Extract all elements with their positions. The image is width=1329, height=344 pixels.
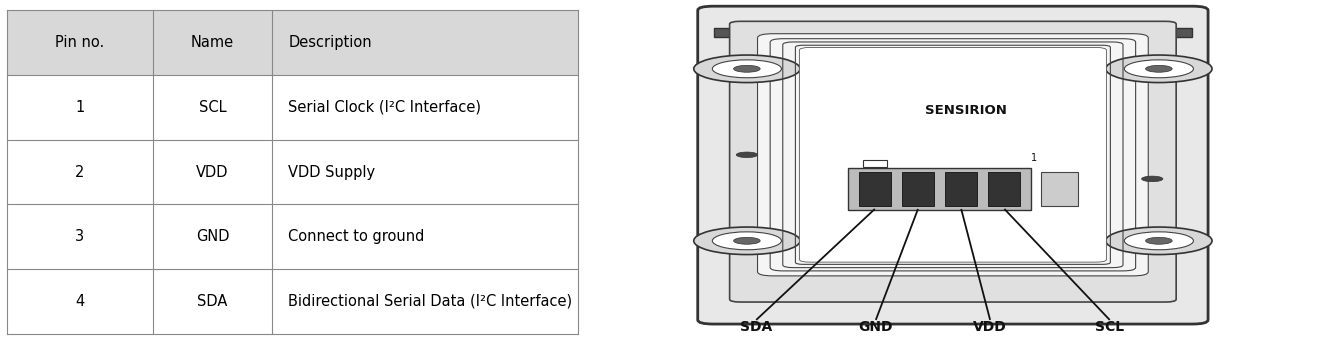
Circle shape (1142, 176, 1163, 182)
Circle shape (1146, 65, 1172, 72)
Text: GND: GND (859, 320, 893, 334)
Circle shape (694, 227, 800, 255)
Bar (714, 29, 1192, 37)
Text: SCL: SCL (1095, 320, 1124, 334)
Text: SDA: SDA (198, 294, 227, 309)
Text: VDD: VDD (973, 320, 1007, 334)
Circle shape (1146, 237, 1172, 244)
Circle shape (1124, 232, 1193, 250)
Text: VDD Supply: VDD Supply (288, 164, 376, 180)
Text: 2: 2 (74, 164, 85, 180)
FancyBboxPatch shape (730, 21, 1176, 302)
Text: Name: Name (191, 35, 234, 50)
Circle shape (734, 237, 760, 244)
Circle shape (712, 60, 781, 78)
Text: 4: 4 (76, 294, 84, 309)
Circle shape (712, 232, 781, 250)
Bar (1041, 172, 1078, 206)
Text: VDD: VDD (197, 164, 229, 180)
Text: 3: 3 (76, 229, 84, 244)
FancyBboxPatch shape (799, 47, 1106, 262)
Text: SCL: SCL (199, 100, 226, 115)
Text: Pin no.: Pin no. (54, 35, 105, 50)
Text: Connect to ground: Connect to ground (288, 229, 425, 244)
Text: SDA: SDA (740, 320, 772, 334)
Text: 1: 1 (1031, 152, 1038, 163)
Bar (859, 172, 890, 206)
FancyBboxPatch shape (758, 34, 1148, 276)
Bar (902, 172, 934, 206)
Bar (945, 172, 977, 206)
Text: SENSIRION: SENSIRION (925, 104, 1007, 117)
Text: GND: GND (195, 229, 230, 244)
Text: Bidirectional Serial Data (I²C Interface): Bidirectional Serial Data (I²C Interface… (288, 294, 573, 309)
Circle shape (734, 65, 760, 72)
Circle shape (1106, 227, 1212, 255)
Polygon shape (7, 10, 578, 75)
Circle shape (736, 152, 758, 158)
Bar (989, 172, 1021, 206)
Text: 1: 1 (76, 100, 84, 115)
Circle shape (1106, 55, 1212, 83)
Bar (863, 160, 886, 167)
Text: Serial Clock (I²C Interface): Serial Clock (I²C Interface) (288, 100, 481, 115)
Circle shape (1124, 60, 1193, 78)
FancyBboxPatch shape (698, 6, 1208, 324)
Text: Description: Description (288, 35, 372, 50)
Bar (848, 168, 1031, 211)
Circle shape (694, 55, 800, 83)
